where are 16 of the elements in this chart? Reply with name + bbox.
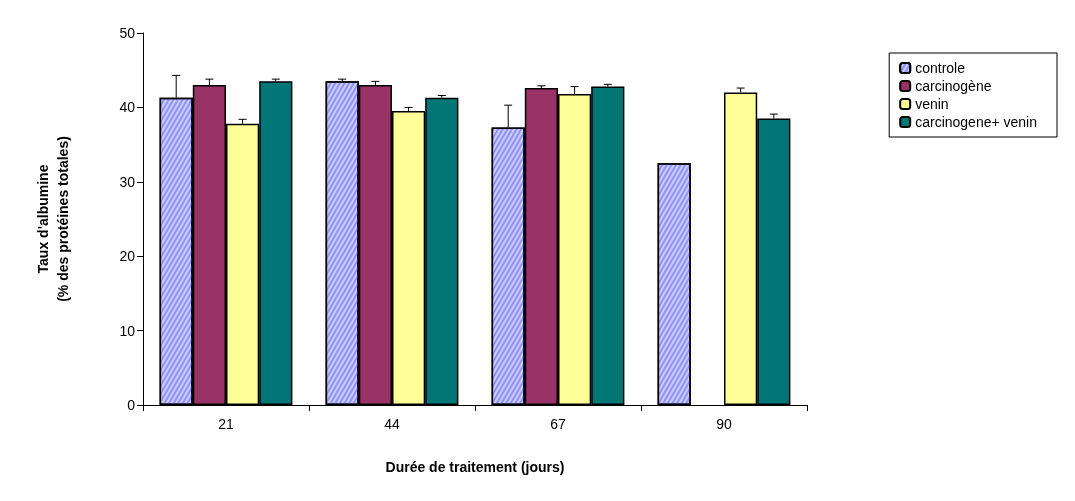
legend-label: controle: [915, 60, 966, 76]
x-axis-title: Durée de traitement (jours): [385, 459, 565, 475]
x-tick-label: 90: [716, 416, 732, 432]
y-tick-label: 10: [119, 322, 136, 339]
y-tick-label: 0: [127, 397, 136, 413]
x-tick-label: 67: [550, 416, 566, 432]
y-tick-label: 20: [119, 248, 136, 265]
legend-label: venin: [915, 96, 949, 112]
x-tick-label: 21: [218, 416, 234, 432]
y-tick-label: 30: [119, 173, 136, 190]
x-tick-label: 44: [384, 416, 400, 432]
y-tick-label: 50: [119, 25, 136, 41]
legend-label: carcinogene+ venin: [915, 114, 1037, 130]
legend-label: carcinogène: [915, 78, 992, 94]
y-axis-title: Taux d'albumine (% des protéines totales): [35, 136, 71, 302]
y-tick-label: 40: [119, 99, 136, 116]
